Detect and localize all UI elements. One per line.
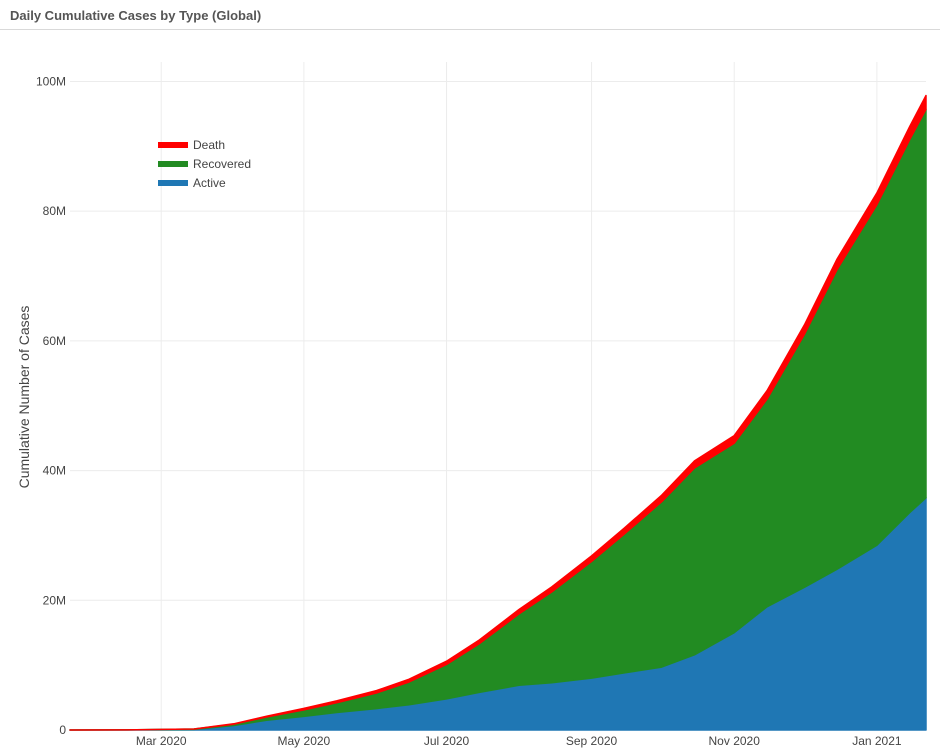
legend-label-recovered: Recovered (193, 157, 251, 171)
area-death[interactable] (69, 94, 927, 731)
area-series (69, 94, 927, 731)
x-tick-label: Jan 2021 (852, 734, 902, 748)
legend-label-death: Death (193, 138, 225, 152)
panel-header: Daily Cumulative Cases by Type (Global) (0, 0, 940, 30)
y-tick-label: 60M (43, 334, 66, 348)
x-tick-label: Mar 2020 (136, 734, 187, 748)
x-tick-label: Sep 2020 (566, 734, 618, 748)
x-tick-label: Nov 2020 (709, 734, 761, 748)
y-axis-label: Cumulative Number of Cases (16, 306, 32, 489)
legend[interactable]: Death Recovered Active (158, 138, 251, 190)
y-tick-label: 100M (36, 74, 66, 88)
x-tick-label: Jul 2020 (424, 734, 470, 748)
y-tick-label: 80M (43, 204, 66, 218)
y-tick-label: 0 (59, 723, 66, 737)
x-axis: Mar 2020 May 2020 Jul 2020 Sep 2020 Nov 2020… (136, 734, 902, 748)
y-tick-label: 40M (43, 464, 66, 478)
panel-title: Daily Cumulative Cases by Type (Global) (10, 8, 262, 23)
legend-label-active: Active (193, 176, 226, 190)
x-tick-label: May 2020 (278, 734, 331, 748)
y-tick-label: 20M (43, 593, 66, 607)
y-axis: 0 20M 40M 60M 80M 100M (36, 74, 66, 737)
